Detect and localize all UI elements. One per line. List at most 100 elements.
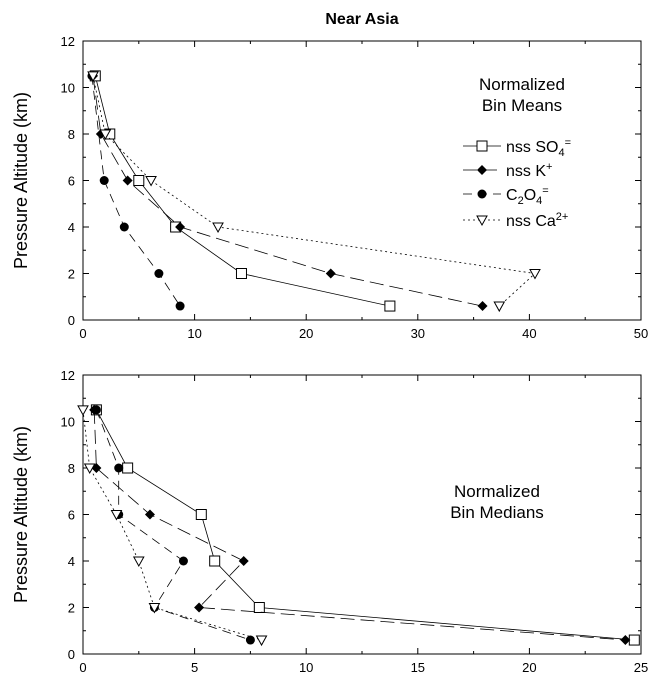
y-tick-label: 6 bbox=[68, 174, 75, 189]
data-point-filled-diamond bbox=[477, 301, 488, 312]
series-line-open-triangle-down bbox=[92, 75, 536, 307]
series-line-filled-circle bbox=[96, 409, 251, 641]
data-point-open-triangle-down bbox=[493, 301, 506, 313]
data-point-open-triangle-down bbox=[212, 222, 224, 234]
data-point-filled-diamond bbox=[122, 175, 133, 186]
legend-label-part: 4 bbox=[536, 195, 542, 207]
y-axis-title: Pressure Altitude (km) bbox=[11, 426, 31, 603]
data-point-filled-circle bbox=[114, 463, 124, 473]
plot-frame bbox=[82, 374, 642, 655]
y-tick-label: 12 bbox=[61, 34, 75, 49]
series-line-open-square bbox=[96, 409, 635, 641]
data-point-filled-circle bbox=[175, 301, 185, 311]
bin-medians-panel: 0 2 4 6 8 10 12 0 5 10 15 20 25 Pressure Altitude (km… bbox=[11, 368, 648, 675]
data-point-filled-circle bbox=[91, 405, 101, 415]
figure-title: Near Asia bbox=[325, 11, 398, 28]
legend-label-part: 4 bbox=[558, 147, 564, 159]
data-point-open-triangle-down bbox=[99, 129, 112, 141]
data-point-open-square bbox=[209, 555, 221, 567]
data-point-filled-diamond bbox=[144, 509, 155, 520]
data-point-filled-circle bbox=[119, 222, 129, 232]
data-point-open-triangle-down bbox=[255, 635, 268, 647]
legend-label-part: + bbox=[546, 161, 552, 173]
data-point-filled-diamond bbox=[620, 635, 631, 646]
data-point-filled-diamond bbox=[194, 602, 205, 613]
y-tick-label: 10 bbox=[61, 81, 75, 96]
data-point-filled-diamond bbox=[325, 268, 336, 279]
data-point-filled-diamond bbox=[238, 556, 249, 566]
legend-marker-open-triangle-down bbox=[476, 215, 488, 227]
data-point-open-square bbox=[235, 268, 247, 279]
x-tick-label: 0 bbox=[79, 326, 86, 341]
legend-label-part: 2+ bbox=[556, 211, 569, 223]
data-point-filled-diamond bbox=[175, 222, 186, 232]
legend-label: C2O4= bbox=[506, 185, 549, 207]
x-tick-label: 10 bbox=[299, 660, 313, 675]
data-point-open-square bbox=[195, 509, 207, 520]
y-tick-label: 8 bbox=[68, 461, 75, 476]
y-tick-label: 0 bbox=[68, 647, 75, 662]
panel-annotation: Normalized bbox=[454, 482, 540, 501]
x-tick-label: 20 bbox=[522, 660, 536, 675]
series-line-open-triangle-down bbox=[82, 409, 262, 641]
legend-label-part: = bbox=[542, 185, 548, 197]
x-tick-label: 10 bbox=[187, 326, 201, 341]
legend-label: nss Ca2+ bbox=[506, 211, 568, 230]
x-tick-label: 20 bbox=[299, 326, 313, 341]
y-tick-label: 4 bbox=[68, 220, 75, 235]
legend-label: nss SO4= bbox=[506, 137, 571, 159]
y-tick-label: 10 bbox=[61, 415, 75, 430]
panel-annotation: Bin Medians bbox=[450, 503, 544, 522]
x-tick-label: 25 bbox=[634, 660, 648, 675]
data-point-filled-circle bbox=[178, 556, 188, 566]
series-line-filled-circle bbox=[91, 75, 181, 307]
data-point-open-triangle-down bbox=[77, 405, 89, 416]
data-point-open-square bbox=[384, 300, 396, 312]
legend-label-part: O bbox=[524, 187, 536, 204]
data-point-open-square bbox=[133, 175, 145, 186]
x-tick-label: 5 bbox=[191, 660, 198, 675]
legend-label-part: nss SO bbox=[506, 139, 558, 156]
panel-annotation: Bin Means bbox=[482, 96, 562, 115]
legend-label-part: nss K bbox=[506, 163, 546, 180]
data-point-filled-circle bbox=[99, 176, 109, 185]
chart-legend: nss SO4=nss K+C2O4=nss Ca2+ bbox=[463, 137, 571, 230]
data-point-open-square bbox=[253, 602, 265, 613]
x-tick-label: 0 bbox=[79, 660, 86, 675]
legend-marker-filled-circle bbox=[477, 189, 487, 199]
x-tick-label: 15 bbox=[411, 660, 425, 675]
data-point-open-triangle-down bbox=[110, 510, 123, 521]
data-point-open-triangle-down bbox=[529, 269, 541, 280]
legend-label-part: nss Ca bbox=[506, 213, 556, 230]
legend-label-part: C bbox=[506, 187, 518, 204]
data-point-open-triangle-down bbox=[148, 603, 161, 614]
data-point-filled-circle bbox=[245, 635, 255, 645]
panel-annotation: Normalized bbox=[479, 75, 565, 94]
data-point-open-triangle-down bbox=[145, 176, 157, 187]
x-tick-label: 50 bbox=[634, 326, 648, 341]
legend-label-part: = bbox=[565, 137, 571, 149]
legend-label: nss K+ bbox=[506, 161, 552, 180]
y-tick-label: 8 bbox=[68, 127, 75, 142]
legend-label-part: 2 bbox=[518, 195, 524, 207]
data-point-open-square bbox=[628, 634, 640, 646]
y-tick-label: 6 bbox=[68, 508, 75, 523]
data-point-open-triangle-down bbox=[132, 556, 145, 568]
data-point-open-triangle-down bbox=[83, 463, 96, 475]
data-point-open-square bbox=[122, 462, 134, 474]
y-axis-title: Pressure Altitude (km) bbox=[11, 92, 31, 269]
x-tick-label: 40 bbox=[522, 326, 536, 341]
y-tick-label: 12 bbox=[61, 368, 75, 383]
y-tick-label: 2 bbox=[68, 601, 75, 616]
legend-marker-open-square bbox=[476, 140, 488, 152]
y-tick-label: 4 bbox=[68, 554, 75, 569]
data-point-open-triangle-down bbox=[87, 71, 99, 82]
x-tick-label: 30 bbox=[411, 326, 425, 341]
y-tick-label: 2 bbox=[68, 267, 75, 282]
y-tick-label: 0 bbox=[68, 313, 75, 328]
legend-marker-filled-diamond bbox=[477, 165, 487, 175]
data-point-filled-circle bbox=[154, 269, 164, 278]
series-line-filled-diamond bbox=[92, 75, 483, 307]
